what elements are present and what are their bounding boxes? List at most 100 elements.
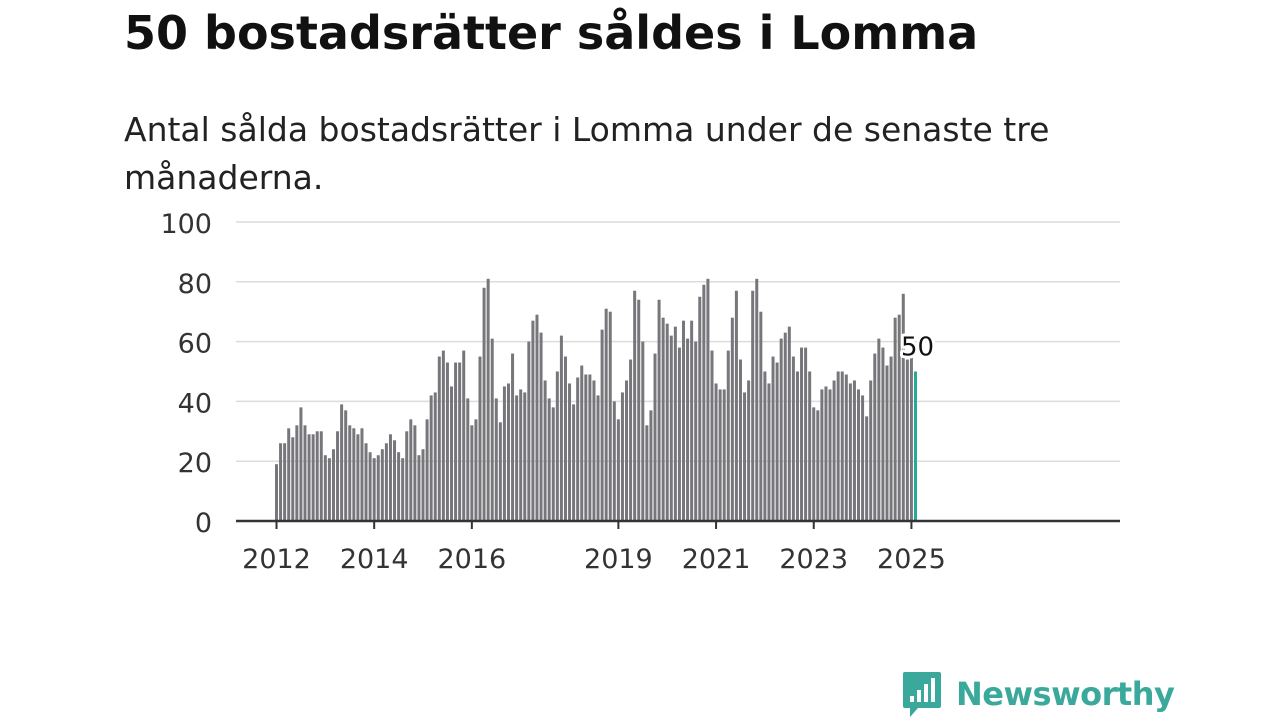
bar [653,353,657,521]
bar [450,386,454,521]
bar [743,392,747,521]
bar [767,383,771,521]
bar [905,359,909,521]
bar [616,419,620,521]
bar [848,383,852,521]
bar [909,356,913,521]
bar [405,431,409,521]
bar [673,326,677,521]
bars [275,278,917,521]
bar [551,407,555,521]
bar [808,371,812,521]
bar [669,335,673,521]
bar [857,389,861,521]
bar [421,449,425,521]
x-tick-label: 2021 [682,544,751,575]
bar [384,443,388,521]
y-tick-label: 0 [195,508,212,539]
bar [584,374,588,521]
bar [368,452,372,521]
bar [629,359,633,521]
x-axis-ticks: 2012 2014 2016 2019 2021 2023 2025 [242,521,946,575]
bar [690,320,694,521]
bar [311,434,315,521]
bar [429,395,433,521]
newsworthy-logo-icon [903,672,941,717]
bar [710,350,714,521]
bar [437,356,441,521]
bar [356,434,360,521]
bar [604,308,608,521]
bar [462,350,466,521]
bar [478,356,482,521]
data-labels: 50 [898,330,937,366]
y-axis-ticks: 0 20 40 60 80 100 [160,209,212,539]
bar [433,392,437,521]
x-tick-label: 2016 [438,544,507,575]
bar [327,458,331,521]
bar [787,326,791,521]
bar [738,359,742,521]
gridlines [236,221,1120,462]
bar [832,380,836,521]
x-tick-label: 2025 [877,544,946,575]
bar [901,293,905,521]
bar [869,380,873,521]
bar [511,353,515,521]
bar [633,290,637,521]
y-tick-label: 80 [178,269,212,300]
bar [889,356,893,521]
bar [804,347,808,521]
bar [348,425,352,521]
bar [527,341,531,521]
x-tick-label: 2019 [584,544,653,575]
bar [417,455,421,521]
bar [694,341,698,521]
bar [380,449,384,521]
bar [836,371,840,521]
bar [865,416,869,521]
bar [454,362,458,521]
bar [828,389,832,521]
bar [372,458,376,521]
bar [458,362,462,521]
bar [665,323,669,521]
bar [897,314,901,521]
bar [555,371,559,521]
bar [482,287,486,521]
bar [592,380,596,521]
bar [682,320,685,521]
bar [466,398,470,521]
bar [539,332,543,521]
bar [506,383,510,521]
bar [763,371,767,521]
bar [547,398,551,521]
bar [319,431,323,521]
bar [893,317,897,521]
bar [315,431,319,521]
bar [275,464,278,521]
x-tick-label: 2014 [340,544,409,575]
highlight-value-label: 50 [901,333,934,363]
bar [397,452,401,521]
bar [307,434,311,521]
bar [519,389,523,521]
bar [734,290,738,521]
bar [612,401,616,521]
bar [637,299,641,521]
bar [299,407,303,521]
newsworthy-logo: Newsworthy [902,670,1175,718]
bar [559,335,563,521]
bar [490,338,494,521]
bar [576,377,580,521]
bar [515,395,519,521]
bar [364,443,368,521]
bar [563,356,567,521]
bar [283,443,287,521]
bar [885,365,889,521]
bar [812,407,816,521]
bar [800,347,804,521]
bar [730,317,734,521]
bar-highlight [913,371,917,521]
